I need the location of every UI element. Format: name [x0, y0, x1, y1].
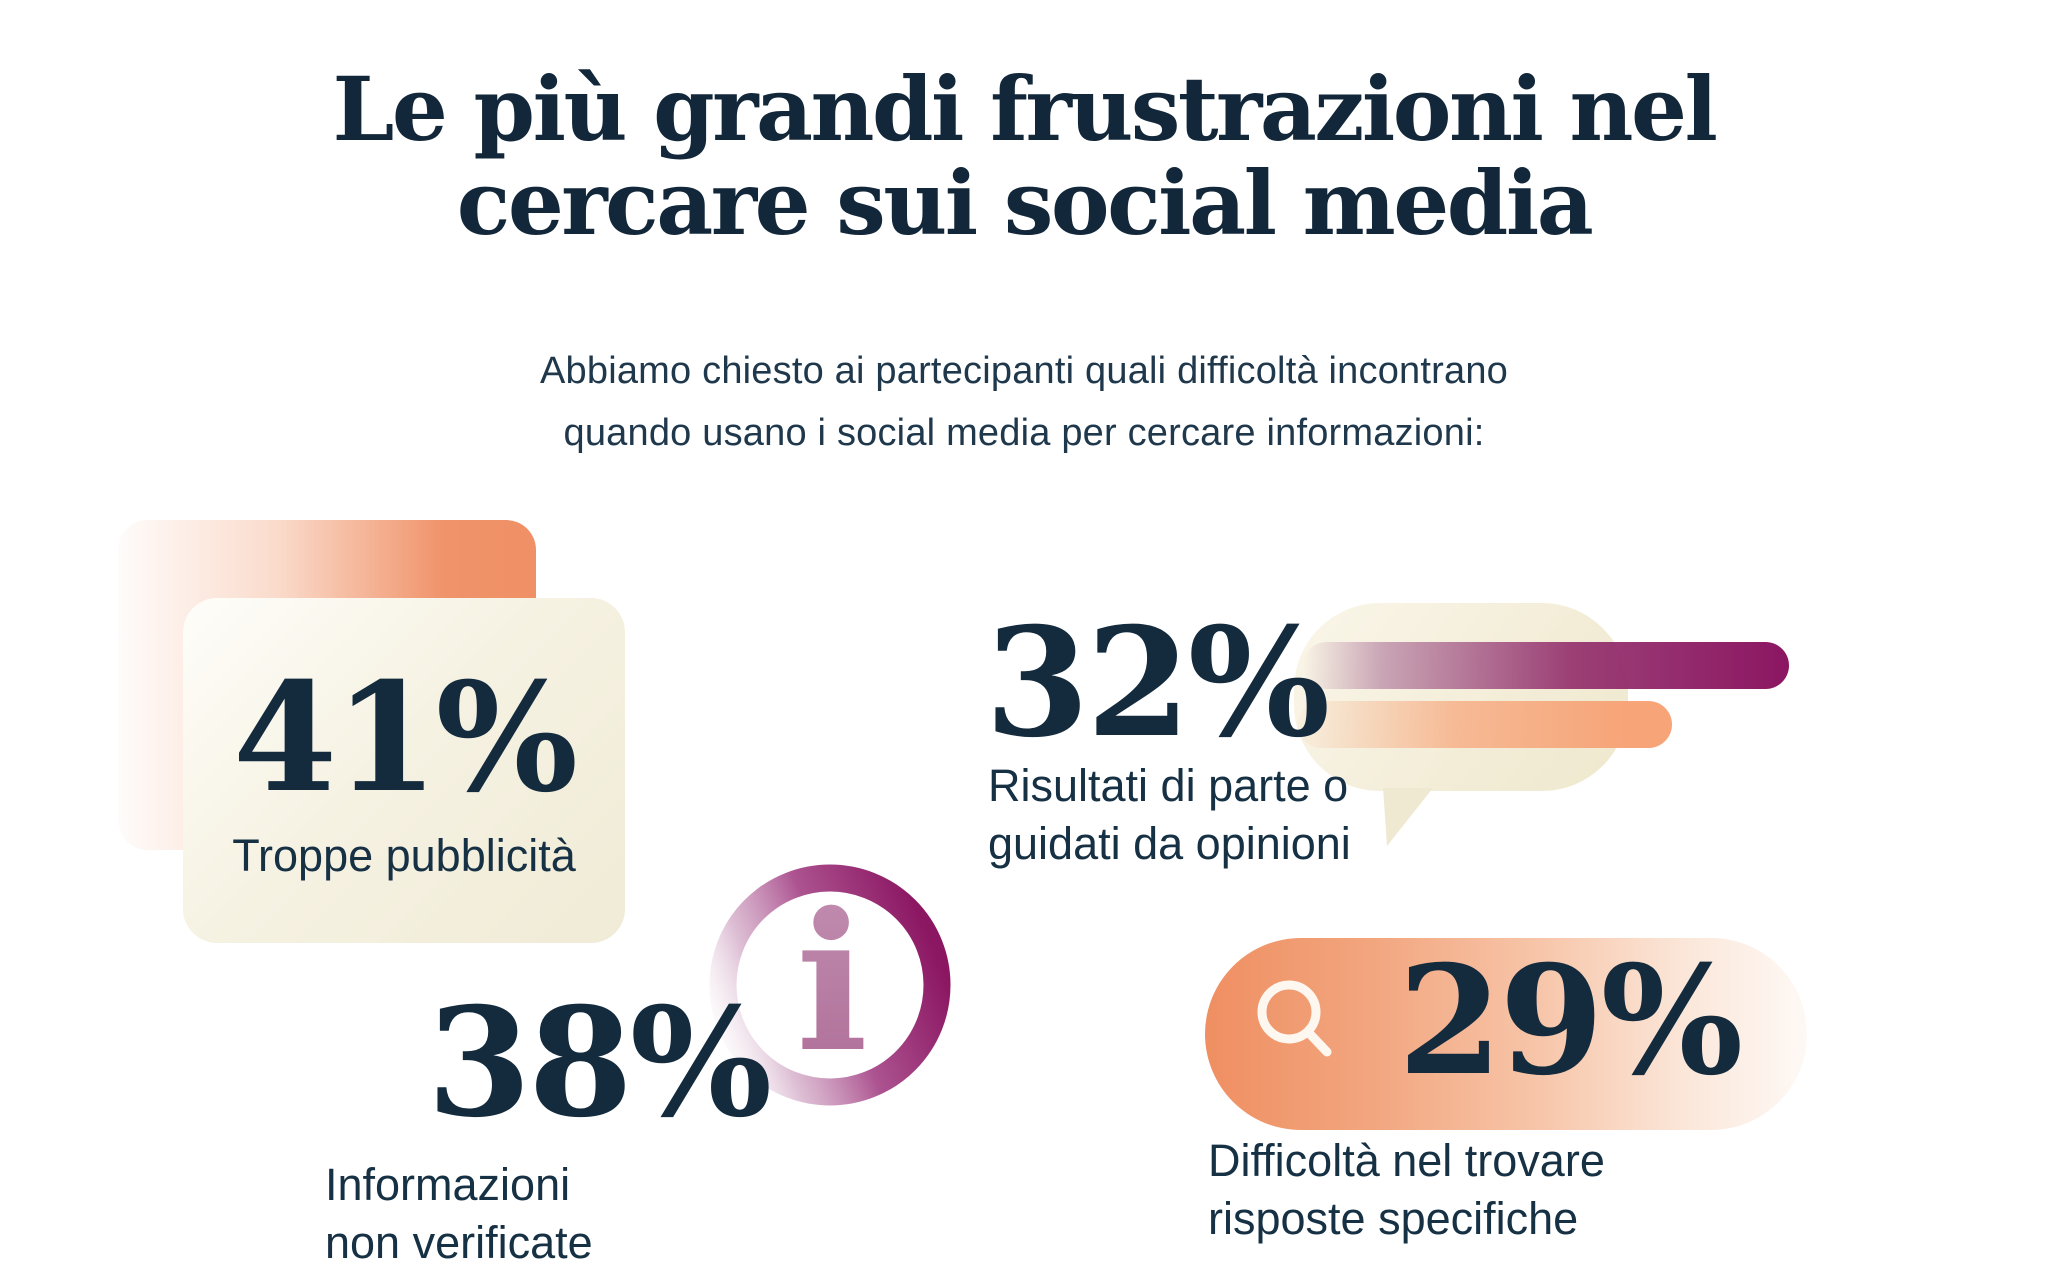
info-icon: i — [708, 863, 952, 1107]
stat-biased-label-line-2: guidati da opinioni — [988, 818, 1351, 869]
stat-ads-card: 41% Troppe pubblicità — [183, 598, 625, 943]
page-subtitle: Abbiamo chiesto ai partecipanti quali di… — [0, 340, 2048, 464]
page-subtitle-line-1: Abbiamo chiesto ai partecipanti quali di… — [539, 350, 1508, 392]
stat-unverified-label-line-1: Informazioni — [325, 1159, 571, 1210]
stat-unverified-value: 38% — [427, 975, 772, 1151]
page-subtitle-line-2: quando usano i social media per cercare … — [563, 412, 1485, 454]
stat-specific-value: 29% — [1398, 933, 1743, 1109]
stat-unverified-label-line-2: non verificate — [325, 1217, 593, 1268]
search-icon-handle — [1304, 1028, 1332, 1057]
gradient-bar-orange-icon — [1298, 701, 1672, 748]
info-icon-glyph: i — [796, 871, 868, 1094]
search-icon-lens — [1257, 980, 1321, 1044]
page-title-line-1: Le più grandi frustrazioni nel — [332, 57, 1718, 161]
speech-bubble-icon — [1294, 603, 1628, 791]
stat-ads-value: 41% — [232, 649, 578, 826]
stat-ads-label: Troppe pubblicità — [232, 829, 576, 881]
page-title-line-2: cercare sui social media — [456, 151, 1594, 255]
stat-specific-label: Difficoltà nel trovare risposte specific… — [1208, 1132, 1605, 1248]
stat-unverified-label: Informazioni non verificate — [325, 1156, 593, 1272]
stat-biased-label: Risultati di parte o guidati da opinioni — [988, 757, 1351, 873]
gradient-bar-purple-icon — [1303, 642, 1789, 689]
stat-specific-label-line-2: risposte specifiche — [1208, 1193, 1579, 1244]
info-icon-ring — [709, 864, 951, 1106]
stat-biased-label-line-1: Risultati di parte o — [988, 760, 1349, 811]
stat-specific-label-line-1: Difficoltà nel trovare — [1208, 1135, 1605, 1186]
stat-biased-value: 32% — [985, 595, 1330, 771]
speech-bubble-tail-icon — [1383, 788, 1433, 846]
search-icon — [1248, 972, 1344, 1068]
page-title: Le più grandi frustrazioni nel cercare s… — [0, 62, 2048, 250]
